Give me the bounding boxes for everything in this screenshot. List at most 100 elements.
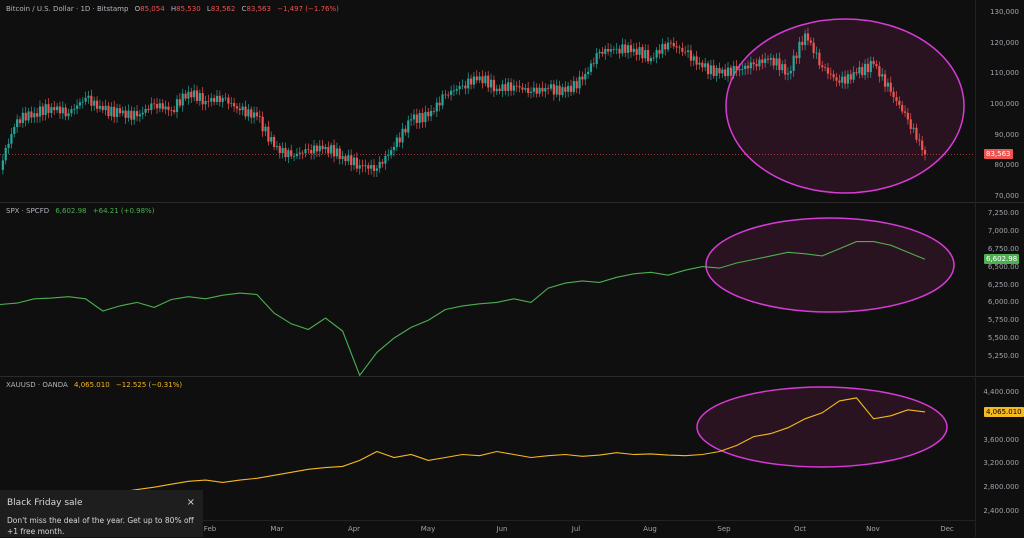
candle-body <box>95 100 99 109</box>
btc-tick: 130,000 <box>990 8 1019 16</box>
candle-body <box>244 106 247 117</box>
candle-body <box>561 87 564 96</box>
candle-body <box>324 146 327 150</box>
gold-line-chart[interactable] <box>0 376 975 520</box>
candle-body <box>392 146 396 151</box>
candle-body <box>364 165 367 167</box>
gold-series-line <box>0 397 926 499</box>
candle-body <box>16 119 19 128</box>
candle-body <box>164 106 167 110</box>
candle-body <box>629 45 633 52</box>
candle-body <box>327 146 330 154</box>
spx-line-chart[interactable] <box>0 202 975 376</box>
candle-body <box>458 86 461 89</box>
candle-body <box>624 44 627 53</box>
candle-body <box>118 108 122 114</box>
candle-body <box>438 102 441 106</box>
candle-body <box>627 45 630 53</box>
spx-tick: 5,250.00 <box>987 352 1019 360</box>
candle-body <box>504 84 507 92</box>
candle-body <box>53 107 56 111</box>
candle-body <box>618 48 621 54</box>
candle-body <box>272 137 276 147</box>
candle-body <box>138 114 141 117</box>
candle-body <box>70 109 73 114</box>
candle-body <box>469 78 473 85</box>
candle-body <box>892 91 895 98</box>
candle-body <box>430 110 433 117</box>
gold-value: 4,065.010 <box>74 381 110 389</box>
candle-body <box>321 145 324 150</box>
candle-body <box>587 71 590 74</box>
candle-body <box>81 101 84 103</box>
btc-tick: 90,000 <box>994 130 1020 139</box>
low-label: L <box>206 5 211 13</box>
btc-candlestick-chart[interactable] <box>0 0 975 202</box>
open-value: 85,054 <box>140 5 165 13</box>
candle-body <box>641 47 644 59</box>
candle-body <box>21 112 24 124</box>
candle-body <box>769 58 772 60</box>
candle-body <box>484 75 487 84</box>
month-label-oct: Oct <box>793 525 807 533</box>
candle-body <box>107 105 110 117</box>
candle-body <box>604 48 607 54</box>
candle-body <box>849 74 852 80</box>
candle-body <box>729 67 732 76</box>
close-label: C <box>241 5 247 13</box>
candle-body <box>278 146 281 154</box>
candle-body <box>666 42 670 50</box>
candle-body <box>292 156 296 157</box>
time-axis[interactable]: Feb Mar Apr May Jun Jul Aug Sep Oct Nov Dec <box>0 520 975 538</box>
spx-last-price-tag: 6,602.98 <box>984 254 1020 265</box>
candle-body <box>284 148 287 158</box>
candle-body <box>75 105 79 109</box>
candle-body <box>375 168 378 171</box>
candle-body <box>270 137 273 142</box>
candle-body <box>741 69 744 70</box>
btc-pane[interactable]: Bitcoin / U.S. Dollar · 1D · Bitstamp O8… <box>0 0 1024 203</box>
btc-legend: Bitcoin / U.S. Dollar · 1D · Bitstamp O8… <box>6 5 343 13</box>
candle-body <box>852 72 855 80</box>
month-label-feb: Feb <box>203 525 217 533</box>
gold-pane[interactable]: XAUUSD · OANDA 4,065.010 −12.525 (−0.31%… <box>0 376 1024 520</box>
candle-body <box>638 47 641 55</box>
candle-body <box>298 152 301 154</box>
candle-body <box>552 84 555 95</box>
candle-body <box>378 161 381 169</box>
candle-body <box>706 63 710 75</box>
candle-body <box>495 88 498 92</box>
candle-body <box>361 165 364 167</box>
candle-body <box>304 149 307 154</box>
candle-body <box>264 126 267 132</box>
candle-body <box>250 109 253 118</box>
candle-body <box>252 112 256 118</box>
candle-body <box>718 67 721 74</box>
highlight-ellipse <box>725 18 965 194</box>
candle-body <box>404 128 407 133</box>
candle-body <box>67 113 70 117</box>
candle-body <box>215 95 219 102</box>
gold-tick: 3,200.000 <box>983 459 1019 468</box>
candle-body <box>435 102 438 112</box>
spx-pane[interactable]: SPX · SPCFD 6,602.98 +64.21 (+0.98%) <box>0 202 1024 377</box>
candle-body <box>318 145 321 152</box>
popup-close-button[interactable]: × <box>186 497 195 508</box>
candle-body <box>521 87 524 90</box>
candle-body <box>775 58 778 66</box>
candle-body <box>829 73 832 75</box>
price-axis[interactable]: 130,000 120,000 110,000 100,000 90,000 80,000… <box>975 0 1024 537</box>
candle-body <box>230 103 233 104</box>
candle-body <box>575 81 578 89</box>
candle-body <box>332 145 336 157</box>
low-value: 83,562 <box>210 5 236 13</box>
candle-body <box>155 104 159 109</box>
candle-body <box>395 137 398 147</box>
gold-tick: 4,400.000 <box>983 388 1019 396</box>
candle-body <box>341 156 344 159</box>
candle-body <box>355 157 358 169</box>
candle-body <box>144 108 147 113</box>
candle-body <box>141 112 144 115</box>
candle-body <box>41 106 44 115</box>
candle-body <box>601 51 604 54</box>
